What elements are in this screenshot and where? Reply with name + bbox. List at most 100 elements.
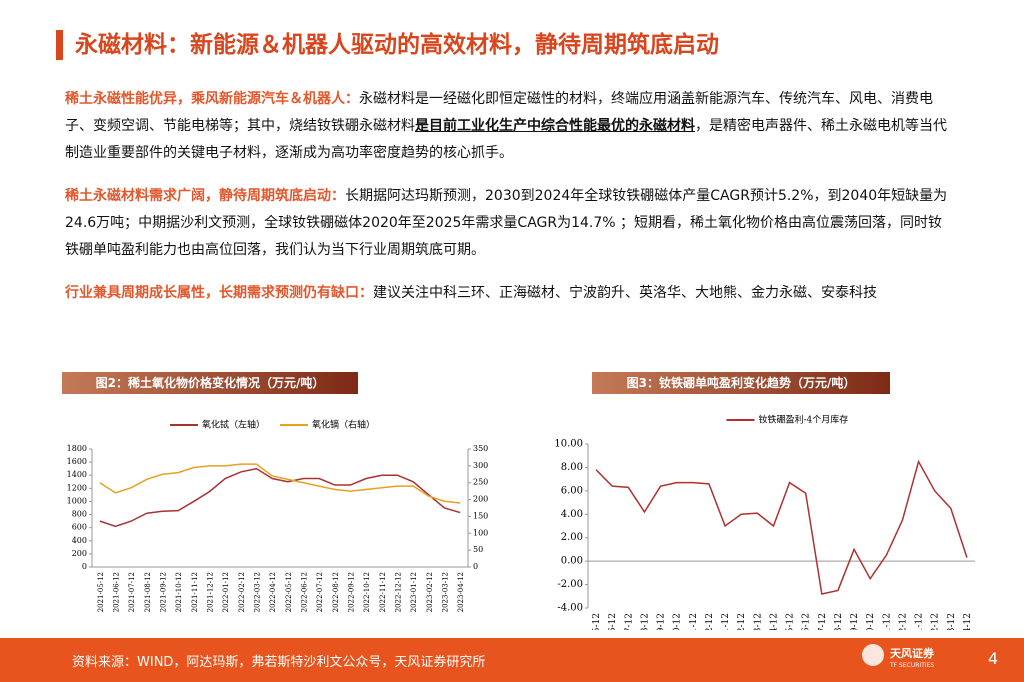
x-tick-label: 2021-06-12: [608, 613, 618, 630]
y2-tick-label: 0: [473, 562, 478, 571]
source: 资料来源：WIND，阿达玛斯，弗若斯特沙利文公众号，天风证券研究所: [72, 655, 486, 670]
x-tick-label: 2022-09-12: [348, 572, 356, 612]
x-tick-label: 2022-01-12: [222, 572, 230, 612]
x-tick-label: 2021-05-12: [592, 613, 602, 630]
y-tick-label: -2.00: [557, 579, 583, 590]
x-tick-label: 2021-12-12: [705, 613, 715, 630]
x-tick-label: 2022-04-12: [269, 572, 277, 612]
y-tick-label: 1600: [67, 457, 87, 466]
y2-tick-label: 200: [473, 495, 488, 504]
y-tick-label: 800: [72, 510, 87, 519]
chart: -4.00 -2.00 0.00 2.00 4.00 6.00 8.00 10.00 2021-…: [554, 414, 975, 630]
y2-tick-label: 150: [473, 511, 488, 520]
y-tick-label: -4.00: [557, 603, 583, 614]
y-tick-label: 0: [82, 562, 87, 571]
logo: 天风证券: [890, 647, 934, 660]
x-tick-label: 2021-10-12: [175, 572, 183, 612]
page-title: 永磁材料：新能源＆机器人驱动的高效材料，静待周期筑底启动: [56, 30, 719, 60]
logo-icon: [862, 644, 884, 666]
y-tick-label: 1000: [67, 496, 87, 505]
legend-label: 氧化铽（左轴）: [202, 419, 265, 431]
x-tick-label: 2022-08-12: [332, 572, 340, 612]
y2-tick-label: 100: [473, 528, 488, 537]
chart-caption: 图2：稀土氧化物价格变化情况（万元/吨）: [62, 372, 358, 394]
x-tick-label: 2023-01-12: [410, 572, 418, 612]
lead: 行业兼具周期成长属性，长期需求预测仍有缺口：: [65, 285, 373, 301]
x-tick-label: 2022-07-12: [316, 572, 324, 612]
text-run: 长期据阿达玛斯预测，2030到2024年全球钕铁硼磁体产量CAGR预计5.2%，…: [65, 188, 948, 258]
x-tick-label: 2022-04-12: [769, 613, 779, 630]
x-tick-label: 2022-05-12: [786, 613, 796, 630]
logo-sub: TF SECURITIES: [890, 662, 935, 669]
x-tick-label: 2022-10-12: [363, 572, 371, 612]
y-tick-label: 600: [72, 523, 87, 532]
text-run: 是目前工业化生产中综合性能最优的永磁材料: [415, 118, 695, 134]
x-tick-label: 2021-07-12: [624, 613, 634, 630]
x-tick-label: 2022-11-12: [882, 613, 892, 630]
y2-tick-label: 300: [473, 461, 488, 470]
y-tick-label: 400: [72, 536, 87, 545]
x-tick-label: 2023-02-12: [931, 613, 941, 630]
x-tick-label: 2023-04-12: [457, 572, 465, 612]
x-tick-label: 2023-01-12: [915, 613, 925, 630]
lead: 稀土永磁性能优异，乘风新能源汽车＆机器人：: [65, 91, 359, 107]
y-tick-label: 4.00: [561, 509, 583, 520]
x-tick-label: 2021-06-12: [113, 572, 121, 612]
y2-tick-label: 250: [473, 478, 488, 487]
x-tick-label: 2021-09-12: [657, 613, 667, 630]
y-tick-label: 2.00: [561, 532, 583, 543]
x-tick-label: 2021-09-12: [160, 572, 168, 612]
x-tick-label: 2022-12-12: [898, 613, 908, 630]
x-tick-label: 2023-02-12: [426, 572, 434, 612]
lead: 稀土永磁材料需求广阔，静待周期筑底启动：: [65, 188, 345, 204]
y-tick-label: 1200: [67, 483, 87, 492]
y-tick-label: 200: [72, 549, 87, 558]
x-tick-label: 2022-07-12: [818, 613, 828, 630]
x-tick-label: 2022-05-12: [285, 572, 293, 612]
x-tick-label: 2022-01-12: [721, 613, 731, 630]
x-tick-label: 2022-03-12: [254, 572, 262, 612]
y2-tick-label: 50: [473, 545, 483, 554]
x-tick-label: 2023-04-12: [963, 613, 973, 630]
chart-caption: 图3：钕铁硼单吨盈利变化趋势（万元/吨）: [592, 372, 890, 394]
x-tick-label: 2022-08-12: [834, 613, 844, 630]
x-tick-label: 2022-03-12: [753, 613, 763, 630]
text-run: 永磁材料是一经磁化即恒定磁性的材料，终端应用涵盖新能源汽车、传统汽车、风电、消费…: [65, 91, 933, 134]
y-tick-label: 1800: [67, 444, 87, 453]
text-run: ，是精密电声器件、稀土永磁电机等当代制造业重要部件的关键电子材料，逐渐成为高功率…: [65, 118, 947, 161]
x-tick-label: 2022-02-12: [238, 572, 246, 612]
x-tick-label: 2022-12-12: [395, 572, 403, 612]
x-tick-label: 2021-12-12: [207, 572, 215, 612]
y-tick-label: 1400: [67, 470, 87, 479]
y-tick-label: 0.00: [561, 556, 583, 567]
x-tick-label: 2021-10-12: [673, 613, 683, 630]
paragraph: 稀土永磁材料需求广阔，静待周期筑底启动：长期据阿达玛斯预测，2030到2024年…: [65, 183, 955, 264]
x-tick-label: 2021-11-12: [689, 613, 699, 630]
body: 稀土永磁性能优异，乘风新能源汽车＆机器人：永磁材料是一经磁化即恒定磁性的材料，终…: [65, 86, 955, 323]
x-tick-label: 2021-07-12: [128, 572, 136, 612]
y-tick-label: 10.00: [554, 439, 583, 450]
series-line: [595, 459, 968, 595]
page-number: 4: [988, 649, 999, 668]
series-line: [99, 463, 461, 504]
x-tick-label: 2022-02-12: [737, 613, 747, 630]
x-tick-label: 2023-03-12: [442, 572, 450, 612]
paragraph: 稀土永磁性能优异，乘风新能源汽车＆机器人：永磁材料是一经磁化即恒定磁性的材料，终…: [65, 86, 955, 167]
series-line: [99, 467, 461, 528]
x-tick-label: 2021-08-12: [640, 613, 650, 630]
x-tick-label: 2023-03-12: [947, 613, 957, 630]
y2-tick-label: 350: [473, 444, 488, 453]
x-tick-label: 2022-10-12: [866, 613, 876, 630]
footer: 资料来源：WIND，阿达玛斯，弗若斯特沙利文公众号，天风证券研究所 天风证券 T…: [0, 638, 1024, 682]
x-tick-label: 2022-06-12: [802, 613, 812, 630]
x-tick-label: 2021-11-12: [191, 572, 199, 612]
y-tick-label: 8.00: [561, 462, 583, 473]
x-tick-label: 2021-08-12: [144, 572, 152, 612]
y-tick-label: 6.00: [561, 485, 583, 496]
x-tick-label: 2022-09-12: [850, 613, 860, 630]
legend-label: 钕铁硼盈利-4个月库存: [759, 414, 849, 426]
paragraph: 行业兼具周期成长属性，长期需求预测仍有缺口：建议关注中科三环、正海磁材、宁波韵升…: [65, 280, 955, 307]
x-tick-label: 2022-11-12: [379, 572, 387, 612]
chart: 0 200 400 600 800 1000 1200 1400 1600 1800 0 50 100 1…: [67, 419, 489, 613]
text-run: 建议关注中科三环、正海磁材、宁波韵升、英洛华、大地熊、金力永磁、安泰科技: [373, 285, 877, 301]
